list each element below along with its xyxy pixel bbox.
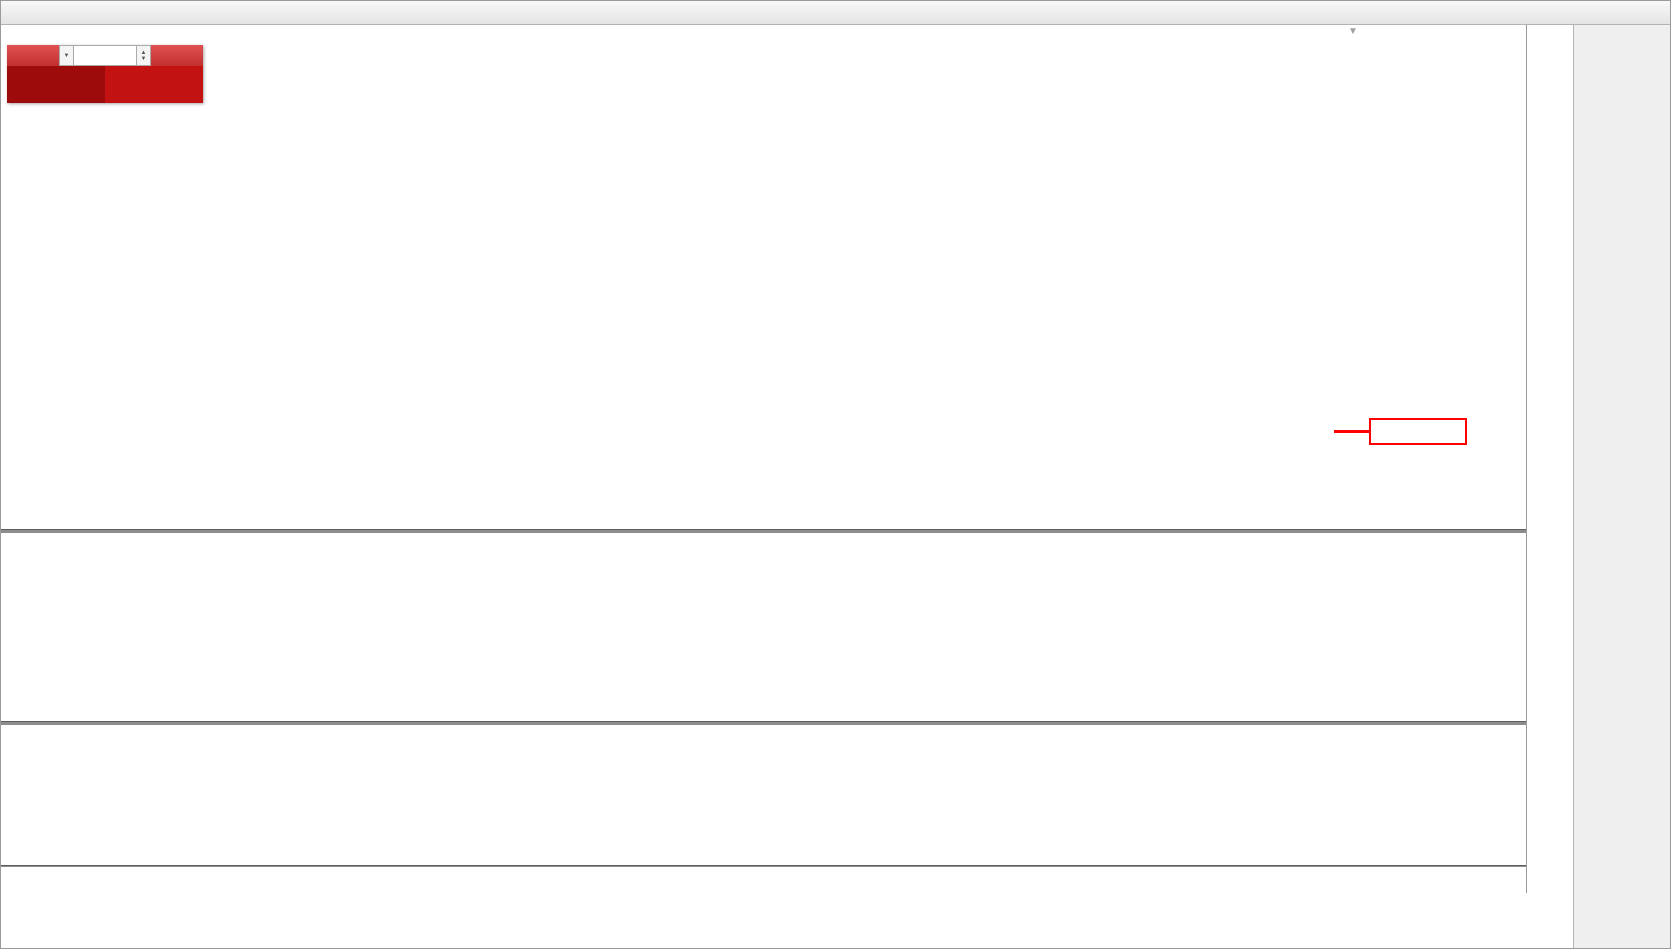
- chart-shift-marker: ▼: [1348, 26, 1358, 37]
- buy-button[interactable]: [151, 45, 203, 66]
- candlestick-chart[interactable]: [1, 25, 1526, 529]
- one-click-trading-panel: ▼ ▲ ▼: [7, 45, 203, 103]
- sell-button[interactable]: [7, 45, 59, 66]
- panel-separator[interactable]: [1, 721, 1572, 725]
- macd-panel[interactable]: [1, 533, 1526, 721]
- price-callout-box: [1369, 418, 1467, 445]
- chevron-down-icon: ▼: [63, 52, 70, 59]
- step-down-icon: ▼: [140, 55, 147, 62]
- price-axis[interactable]: [1527, 25, 1572, 893]
- volume-input[interactable]: [74, 45, 136, 66]
- panel-separator: [1, 865, 1572, 867]
- callout-connector-line: [1334, 430, 1369, 433]
- step-up-icon: ▲: [140, 49, 147, 56]
- volume-stepper[interactable]: ▲ ▼: [136, 45, 151, 66]
- axis-border: [1526, 25, 1527, 893]
- volume-dropdown-button[interactable]: ▼: [59, 45, 74, 66]
- buy-price-display[interactable]: [105, 66, 203, 103]
- main-toolbar: [1, 1, 1670, 25]
- rsi-panel[interactable]: [1, 725, 1526, 865]
- time-axis[interactable]: [1, 867, 1572, 893]
- symbol-info: [8, 28, 11, 40]
- panel-separator[interactable]: [1, 529, 1572, 533]
- sell-price-display[interactable]: [7, 66, 105, 103]
- right-gutter: [1573, 25, 1670, 948]
